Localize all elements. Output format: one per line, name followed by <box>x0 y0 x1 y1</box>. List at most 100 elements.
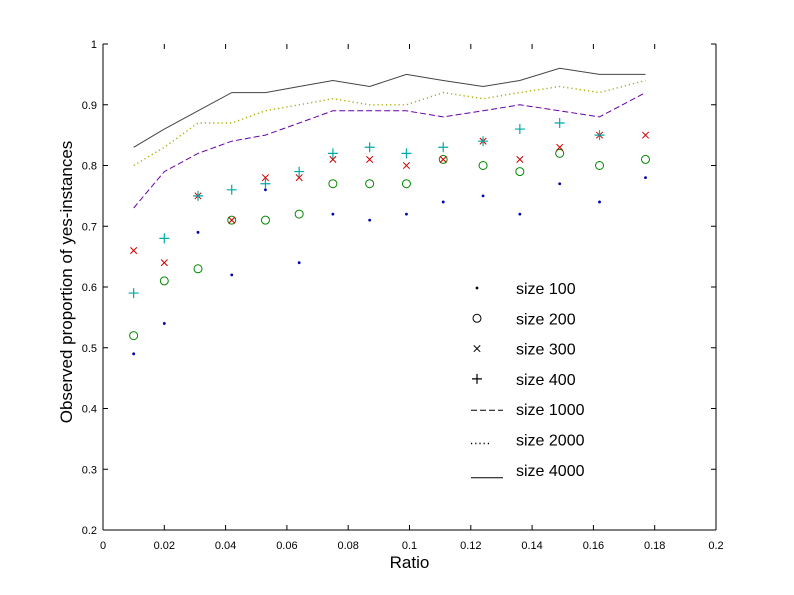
y-tick-label: 1 <box>91 39 97 51</box>
legend-label: size 2000 <box>516 433 585 450</box>
data-point <box>642 132 648 138</box>
series-size-300 <box>130 132 648 266</box>
y-tick-label: 0.4 <box>82 404 97 416</box>
x-tick-label: 0.1 <box>402 540 417 552</box>
data-point <box>442 201 445 204</box>
x-tick-label: 0.02 <box>154 540 175 552</box>
x-axis-label: Ratio <box>390 553 430 572</box>
data-point <box>515 124 525 134</box>
legend-symbol <box>476 287 479 290</box>
data-point <box>644 176 647 179</box>
data-point <box>401 148 411 158</box>
legend-item: size 400 <box>472 372 576 389</box>
y-tick-label: 0.6 <box>82 282 97 294</box>
data-point <box>161 260 167 266</box>
data-point <box>159 233 169 243</box>
x-tick-label: 0.12 <box>460 540 481 552</box>
data-point <box>260 179 270 189</box>
legend: size 100 size 200 size 300 size 400 size 100… <box>471 281 585 480</box>
series-size-100 <box>132 176 647 355</box>
data-point <box>132 352 135 355</box>
data-point <box>130 332 138 340</box>
y-tick-label: 0.5 <box>82 343 97 355</box>
data-point <box>193 191 203 201</box>
y-axis-label: Observed proportion of yes-instances <box>57 141 76 424</box>
data-point <box>130 247 136 253</box>
data-point <box>595 130 605 140</box>
data-point <box>331 213 334 216</box>
data-point <box>555 118 565 128</box>
legend-item: size 4000 <box>471 463 585 480</box>
legend-item: size 100 <box>476 281 576 298</box>
series-size-2000 <box>134 81 646 166</box>
series-size-4000 <box>134 68 646 147</box>
x-tick-label: 0.04 <box>215 540 236 552</box>
data-point <box>642 155 650 163</box>
x-tick-label: 0.16 <box>583 540 604 552</box>
data-point <box>518 213 521 216</box>
data-point <box>482 194 485 197</box>
data-point <box>163 322 166 325</box>
data-point <box>295 210 303 218</box>
legend-label: size 300 <box>516 342 576 359</box>
legend-item: size 300 <box>474 342 576 359</box>
y-tick-label: 0.8 <box>82 161 97 173</box>
data-point <box>329 180 337 188</box>
data-point <box>230 273 233 276</box>
x-tick-label: 0 <box>100 540 106 552</box>
y-tick-label: 0.7 <box>82 221 97 233</box>
data-point <box>264 188 267 191</box>
data-point <box>261 216 269 224</box>
data-point <box>440 156 446 162</box>
data-point <box>478 136 488 146</box>
data-point <box>598 201 601 204</box>
series-line <box>134 68 646 147</box>
legend-label: size 100 <box>516 281 576 298</box>
series-size-400 <box>129 118 605 298</box>
data-point <box>366 180 374 188</box>
legend-item: size 2000 <box>471 433 585 450</box>
data-point <box>517 156 523 162</box>
legend-item: size 200 <box>473 311 576 328</box>
x-tick-label: 0.08 <box>337 540 358 552</box>
data-point <box>558 182 561 185</box>
data-point <box>368 219 371 222</box>
data-point <box>194 265 202 273</box>
series-line <box>134 93 646 208</box>
legend-symbol <box>473 314 481 322</box>
data-point <box>160 277 168 285</box>
data-point <box>403 162 409 168</box>
data-point <box>402 180 410 188</box>
data-point <box>596 162 604 170</box>
data-point <box>227 185 237 195</box>
y-tick-label: 0.2 <box>82 525 97 537</box>
legend-symbol <box>472 374 482 384</box>
legend-label: size 1000 <box>516 402 585 419</box>
x-tick-label: 0.14 <box>521 540 542 552</box>
x-tick-label: 0.2 <box>708 540 723 552</box>
x-tick-label: 0.06 <box>276 540 297 552</box>
legend-symbol <box>474 345 480 351</box>
data-point <box>298 261 301 264</box>
x-tick-label: 0.18 <box>644 540 665 552</box>
data-point <box>516 168 524 176</box>
series-line <box>134 81 646 166</box>
legend-item: size 1000 <box>471 402 585 419</box>
data-point <box>328 148 338 158</box>
legend-label: size 4000 <box>516 463 585 480</box>
data-point <box>229 217 235 223</box>
data-point <box>438 142 448 152</box>
data-point <box>366 156 372 162</box>
y-tick-label: 0.9 <box>82 100 97 112</box>
legend-label: size 200 <box>516 311 576 328</box>
data-point <box>479 162 487 170</box>
series-size-1000 <box>134 93 646 208</box>
axes: 0 0.02 0.04 0.06 0.08 0.1 0.12 0.14 0.16 0.18 0.2 0… <box>82 39 724 552</box>
data-point <box>294 167 304 177</box>
y-tick-label: 0.3 <box>82 464 97 476</box>
data-point <box>129 288 139 298</box>
data-point <box>365 142 375 152</box>
data-point <box>405 213 408 216</box>
data-point <box>197 231 200 234</box>
